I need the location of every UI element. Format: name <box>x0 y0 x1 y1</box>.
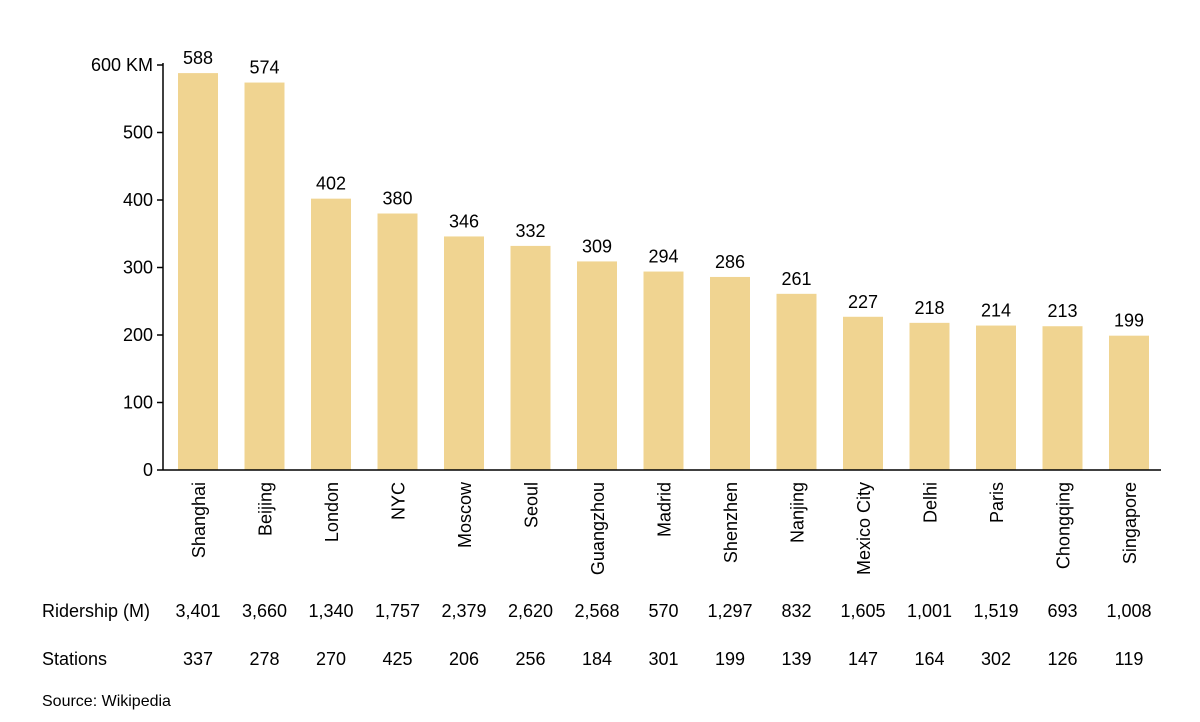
x-category-label: Madrid <box>655 482 675 537</box>
bar-value-label: 213 <box>1047 301 1077 321</box>
bar-nanjing <box>776 293 817 470</box>
bar-value-label: 332 <box>515 221 545 241</box>
bar-madrid <box>643 271 684 470</box>
table-cell: 139 <box>781 649 811 669</box>
table-cell: 164 <box>914 649 944 669</box>
y-tick-label: 0 <box>143 460 153 480</box>
bar-value-label: 199 <box>1114 311 1144 331</box>
x-category-label: Nanjing <box>788 482 808 543</box>
x-category-label: Singapore <box>1120 482 1140 564</box>
bar-value-label: 402 <box>316 174 346 194</box>
table-cell: 1,340 <box>308 601 353 621</box>
bar-value-label: 227 <box>848 292 878 312</box>
y-tick-label: 300 <box>123 258 153 278</box>
table-cell: 1,519 <box>973 601 1018 621</box>
bar-value-label: 286 <box>715 252 745 272</box>
source-note: Source: Wikipedia <box>42 693 171 710</box>
table-cell: 119 <box>1115 649 1144 669</box>
bar-beijing <box>244 82 285 471</box>
table-cell: 337 <box>183 649 213 669</box>
bar-mexico-city <box>843 316 883 470</box>
y-tick-label: 600 KM <box>91 55 153 75</box>
table-cell: 147 <box>848 649 878 669</box>
table-cell: 1,001 <box>907 601 952 621</box>
table-cell: 1,757 <box>375 601 420 621</box>
bar-shanghai <box>178 73 218 470</box>
table-cell: 693 <box>1047 601 1077 621</box>
table-cell: 3,660 <box>242 601 287 621</box>
x-category-label: Guangzhou <box>588 482 608 575</box>
y-axis: 0 100 200 300 400 500 600 KM <box>91 55 164 480</box>
bar-value-label: 346 <box>449 211 479 231</box>
table-cell: 832 <box>781 601 811 621</box>
table-cell: 3,401 <box>175 601 220 621</box>
bar-value-label: 218 <box>914 298 944 318</box>
x-category-label: Moscow <box>455 481 475 548</box>
table-cell: 184 <box>582 649 612 669</box>
table-cell: 256 <box>515 649 545 669</box>
bar-chongqing <box>1042 326 1083 470</box>
y-tick-label: 100 <box>123 393 153 413</box>
x-category-label: Paris <box>987 482 1007 523</box>
table-cell: 206 <box>449 649 479 669</box>
bar-value-label: 588 <box>183 48 213 68</box>
bar-guangzhou <box>577 261 617 470</box>
x-category-label: London <box>322 482 342 542</box>
bar-nyc <box>377 213 418 470</box>
bar-value-label: 214 <box>981 301 1011 321</box>
table-cell: 1,297 <box>707 601 752 621</box>
table-cell: 570 <box>648 601 678 621</box>
x-category-label: Shenzhen <box>721 482 741 563</box>
bar-value-label: 261 <box>781 269 811 289</box>
x-category-label: Mexico City <box>854 482 874 575</box>
table-cell: 301 <box>648 649 678 669</box>
table-row-label: Stations <box>42 649 107 669</box>
table-cell: 1,605 <box>840 601 885 621</box>
x-category-label: Delhi <box>921 482 941 523</box>
x-axis: Shanghai Beijing London NYC Moscow Seoul Guang… <box>163 469 1161 575</box>
y-tick-label: 400 <box>123 190 153 210</box>
table-cell: 270 <box>316 649 346 669</box>
table-cell: 2,379 <box>441 601 486 621</box>
table-cell: 302 <box>981 649 1011 669</box>
bar-shenzhen <box>710 276 750 470</box>
x-category-label: Seoul <box>522 482 542 528</box>
bar-singapore <box>1109 335 1149 470</box>
data-table: Ridership (M) 3,401 3,660 1,340 1,757 2,379 2,… <box>42 601 1152 669</box>
bar-value-label: 294 <box>648 247 678 267</box>
bar-paris <box>976 325 1016 470</box>
x-category-label: Beijing <box>256 482 276 536</box>
y-tick-label: 500 <box>123 123 153 143</box>
table-cell: 425 <box>382 649 412 669</box>
table-cell: 126 <box>1047 649 1077 669</box>
x-category-label: Chongqing <box>1054 482 1074 569</box>
table-cell: 2,568 <box>574 601 619 621</box>
table-row-label: Ridership (M) <box>42 601 150 621</box>
bar-value-label: 309 <box>582 236 612 256</box>
table-cell: 278 <box>249 649 279 669</box>
bar-delhi <box>909 322 950 470</box>
bar-value-label: 380 <box>382 189 412 209</box>
bar-moscow <box>444 236 484 470</box>
table-cell: 1,008 <box>1106 601 1151 621</box>
bar-seoul <box>510 245 551 470</box>
y-tick-label: 200 <box>123 325 153 345</box>
bars: 588 574 402 380 346 332 309 294 286 261 227 218 214 2… <box>178 48 1149 471</box>
bar-london <box>311 198 351 470</box>
x-category-label: Shanghai <box>189 482 209 558</box>
table-cell: 2,620 <box>508 601 553 621</box>
bar-value-label: 574 <box>249 58 279 78</box>
table-cell: 199 <box>715 649 745 669</box>
x-category-label: NYC <box>389 482 409 520</box>
